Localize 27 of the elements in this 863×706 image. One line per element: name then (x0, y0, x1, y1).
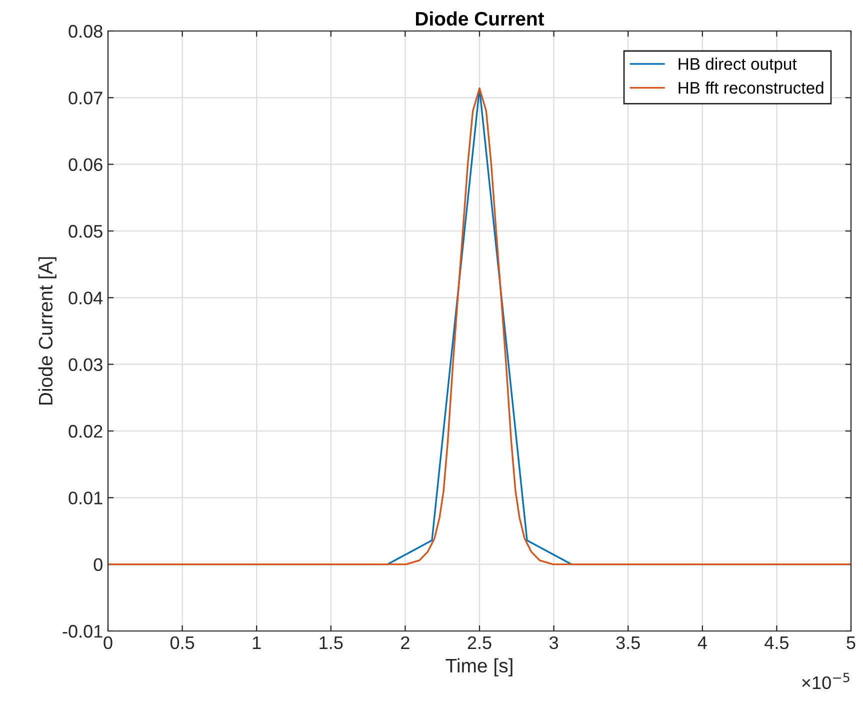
y-tick-label: 0.04 (68, 292, 103, 304)
x-axis-title: Time [s] (446, 658, 512, 676)
x-tick-label: 5 (846, 636, 856, 650)
y-tick-label: 0.05 (68, 224, 102, 238)
y-tick-label: 0.08 (68, 24, 102, 38)
y-tick-label: -0.01 (62, 624, 102, 638)
x-tick-label: 2.5 (468, 636, 492, 650)
text: ×10$^{−5}$ (802, 672, 850, 690)
y-axis-title: Diode Current [A] (38, 257, 56, 405)
x-tick-label: 4 (698, 636, 707, 649)
y-tick-label: 0.02 (68, 424, 102, 438)
x-tick-label: 1 (252, 636, 261, 649)
y-tick-label: 0 (94, 558, 102, 572)
x-tick-label: 3 (549, 636, 558, 650)
y-tick-label: 0.07 (68, 92, 102, 104)
x-tick-label: 0 (104, 636, 112, 650)
chart-title: Diode Current (416, 11, 544, 26)
y-tick-label: 0.01 (68, 492, 102, 504)
x-tick-label: 2 (401, 636, 410, 649)
legend-label: HB fft reconstructed (678, 82, 824, 94)
x-tick-label: 3.5 (616, 636, 640, 650)
legend-label: HB direct output (678, 58, 797, 74)
x-tick-label: 0.5 (170, 636, 194, 650)
x-tick-label: 1.5 (320, 636, 343, 650)
x-tick-label: 4.5 (764, 636, 788, 650)
y-tick-label: 0.03 (68, 358, 102, 372)
y-tick-label: 0.06 (68, 158, 102, 172)
